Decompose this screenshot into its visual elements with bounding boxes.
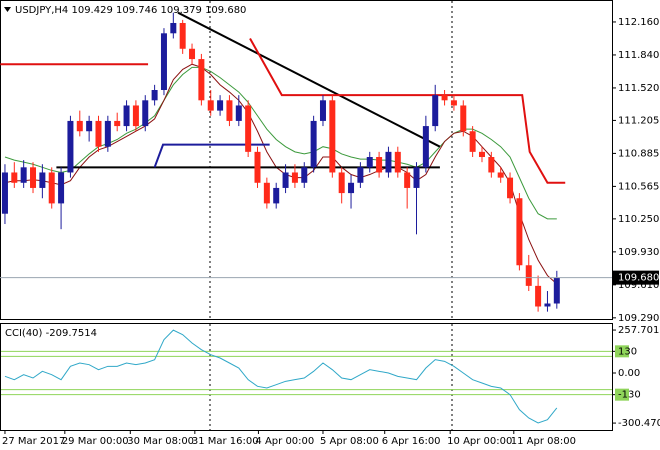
candle-body [404, 172, 411, 188]
candle-body [310, 120, 317, 168]
candle-body [30, 167, 37, 188]
main-panel [0, 0, 613, 320]
candle-body [263, 182, 270, 204]
candle-body [450, 100, 457, 106]
candle-body [319, 100, 326, 121]
moving-average [4, 63, 558, 285]
candle-body [132, 105, 139, 127]
candle-body [432, 95, 439, 127]
y-tick-label: 109.930 [618, 247, 659, 258]
candle-body [460, 105, 467, 132]
y-tick-label: 111.205 [618, 115, 659, 126]
candle-body [525, 265, 532, 286]
candle-body [348, 182, 355, 194]
cci-line [4, 329, 558, 424]
candle-body [357, 167, 364, 183]
candle-body [20, 167, 27, 183]
candle-body [329, 100, 336, 173]
candle-body [160, 33, 167, 90]
candle-body [338, 172, 345, 194]
candle-body [142, 100, 149, 127]
candle-body [413, 167, 420, 188]
candle-body [48, 172, 55, 204]
y-tick-label: -300.4705 [618, 418, 660, 429]
candle-body [516, 198, 523, 266]
overlay-line [249, 37, 566, 184]
level-label-box [615, 345, 629, 358]
y-tick-label: 110.565 [618, 181, 659, 192]
candle-body [189, 48, 196, 60]
level-label-box [615, 388, 629, 401]
x-tick-label: 10 Apr 00:00 [447, 436, 512, 447]
candle-body [394, 151, 401, 173]
y-tick-label: 112.160 [618, 17, 659, 28]
candle-body [235, 105, 242, 121]
candle-body [422, 126, 429, 168]
x-tick-label: 31 Mar 16:00 [192, 436, 259, 447]
candle-body [376, 157, 383, 173]
y-tick-label: 111.840 [618, 50, 659, 61]
candle-body [441, 95, 448, 101]
candle-body [226, 100, 233, 121]
candle-body [67, 120, 74, 173]
last-price-box [613, 270, 659, 285]
candle-body [273, 187, 280, 204]
candle-body [179, 22, 186, 49]
y-tick-label: -130 [618, 390, 641, 401]
candle-body [553, 277, 560, 304]
candle-body [104, 120, 111, 147]
candle-body [95, 120, 102, 147]
x-tick-label: 4 Apr 00:00 [255, 436, 314, 447]
x-tick-label: 29 Mar 00:00 [62, 436, 129, 447]
candle-body [497, 172, 504, 178]
candle-body [151, 90, 158, 101]
candle-body [507, 177, 514, 199]
candle-body [478, 151, 485, 158]
candle-body [544, 303, 551, 307]
candle-body [1, 172, 8, 214]
cci-title: CCI(40) -209.7514 [5, 328, 97, 339]
last-price-label: 109.680 [618, 273, 659, 284]
x-tick-label: 30 Mar 08:00 [127, 436, 194, 447]
y-tick-label: 110.885 [618, 148, 659, 159]
candle-body [58, 172, 65, 204]
candle-body [123, 105, 130, 127]
overlay-line [153, 143, 270, 168]
y-tick-label: 109.610 [618, 280, 659, 291]
candle-body [488, 157, 495, 173]
overlay-line [177, 11, 441, 148]
candle-body [535, 285, 542, 307]
y-tick-label: 111.520 [618, 83, 659, 94]
y-tick-label: 0.00 [618, 368, 640, 379]
candle-body [245, 105, 252, 152]
chart-title: USDJPY,H4 109.429 109.746 109.379 109.68… [15, 5, 246, 16]
x-tick-label: 6 Apr 16:00 [382, 436, 441, 447]
candle-body [76, 120, 83, 132]
candle-body [170, 22, 177, 34]
y-tick-label: 130 [618, 346, 637, 357]
x-tick-label: 5 Apr 08:00 [320, 436, 379, 447]
candle-body [282, 172, 289, 188]
y-tick-label: 109.290 [618, 313, 659, 324]
candle-body [39, 172, 46, 188]
candle-body [385, 151, 392, 173]
candle-body [207, 100, 214, 111]
candle-body [217, 100, 224, 111]
candle-body [301, 167, 308, 183]
title-arrow [4, 7, 11, 12]
candle-body [469, 131, 476, 152]
candle-body [11, 172, 18, 183]
candle-body [254, 151, 261, 183]
y-tick-label: 257.701 [618, 325, 659, 336]
candle-body [86, 120, 93, 132]
x-tick-label: 27 Mar 2017 [2, 436, 65, 447]
candle-body [198, 59, 205, 101]
candle-body [114, 120, 121, 127]
candle-body [291, 172, 298, 183]
candle-body [366, 157, 373, 168]
x-tick-label: 11 Apr 08:00 [511, 436, 576, 447]
y-tick-label: 110.250 [618, 214, 659, 225]
